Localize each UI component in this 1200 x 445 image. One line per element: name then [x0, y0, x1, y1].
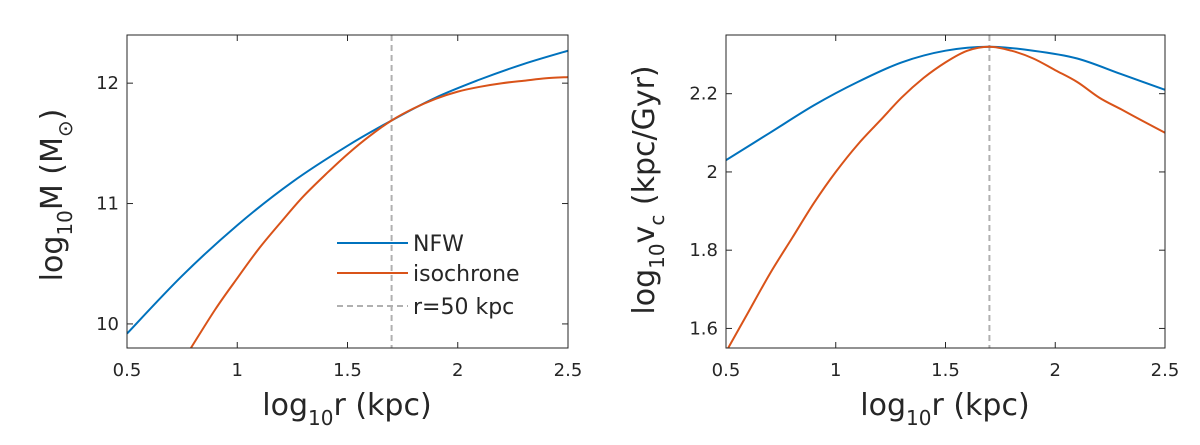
x-tick-label: 0.5	[712, 360, 741, 381]
y-tick-label: 1.8	[689, 240, 718, 261]
x-tick-label: 1	[830, 360, 841, 381]
y-tick-label: 2	[707, 162, 718, 183]
y-tick-label: 10	[96, 314, 119, 335]
x-axis-label: log10r (kpc)	[860, 388, 1029, 430]
y-axis-label: log10M (M⊙)	[35, 109, 77, 282]
series-line-isochrone	[190, 76, 568, 348]
x-tick-label: 2.5	[554, 360, 583, 381]
velocity-profile-panel: 0.5 1 1.5 2 2.5 1.6 1.8 2 2.2 log10r (kpc) log10…	[627, 34, 1179, 430]
x-tick-label: 0.5	[113, 360, 142, 381]
y-axis-label: log10vc (kpc/Gyr)	[627, 65, 669, 314]
series-line-nfw	[127, 49, 568, 335]
x-tick-label: 1.5	[333, 360, 362, 381]
series-group	[726, 45, 1165, 348]
y-tick-label: 1.6	[689, 318, 718, 339]
tick-labels: 0.5 1 1.5 2 2.5 10 11 12	[96, 73, 582, 381]
series-group	[127, 49, 568, 348]
y-tick-label: 11	[96, 194, 119, 215]
axes-frame	[126, 34, 569, 349]
x-tick-label: 2.5	[1151, 360, 1180, 381]
axes-frame	[725, 34, 1166, 349]
legend: NFW isochrone r=50 kpc	[337, 232, 520, 320]
legend-label-nfw: NFW	[413, 232, 464, 257]
x-tick-label: 2	[452, 360, 463, 381]
tick-labels: 0.5 1 1.5 2 2.5 1.6 1.8 2 2.2	[689, 84, 1179, 381]
mass-profile-panel: 0.5 1 1.5 2 2.5 10 11 12 NFW isochrone r=50 kpc…	[35, 34, 582, 430]
x-tick-label: 1.5	[931, 360, 960, 381]
legend-label-isochrone: isochrone	[413, 262, 520, 287]
y-tick-label: 2.2	[689, 84, 718, 105]
y-tick-label: 12	[96, 73, 119, 94]
series-line-nfw	[726, 45, 1165, 162]
tick-marks	[725, 35, 1166, 348]
series-line-isochrone	[727, 45, 1165, 348]
legend-label-vline: r=50 kpc	[413, 295, 514, 320]
tick-marks	[126, 35, 569, 348]
x-axis-label: log10r (kpc)	[262, 388, 431, 430]
x-tick-label: 1	[232, 360, 243, 381]
x-tick-label: 2	[1050, 360, 1061, 381]
